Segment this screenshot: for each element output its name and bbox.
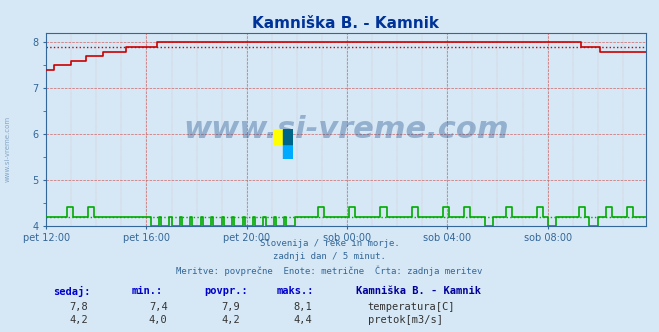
Bar xyxy=(273,129,283,144)
Title: Kamniška B. - Kamnik: Kamniška B. - Kamnik xyxy=(252,16,440,31)
Text: Meritve: povprečne  Enote: metrične  Črta: zadnja meritev: Meritve: povprečne Enote: metrične Črta:… xyxy=(177,266,482,276)
Text: 7,9: 7,9 xyxy=(221,302,240,312)
Text: 8,1: 8,1 xyxy=(294,302,312,312)
Text: 4,0: 4,0 xyxy=(149,315,167,325)
Text: zadnji dan / 5 minut.: zadnji dan / 5 minut. xyxy=(273,252,386,261)
Text: Kamniška B. - Kamnik: Kamniška B. - Kamnik xyxy=(356,286,481,295)
Text: Slovenija / reke in morje.: Slovenija / reke in morje. xyxy=(260,239,399,248)
Text: 7,8: 7,8 xyxy=(70,302,88,312)
Text: www.si-vreme.com: www.si-vreme.com xyxy=(183,115,509,144)
Text: temperatura[C]: temperatura[C] xyxy=(368,302,455,312)
Text: povpr.:: povpr.: xyxy=(204,286,248,295)
Bar xyxy=(283,144,293,159)
Text: pretok[m3/s]: pretok[m3/s] xyxy=(368,315,443,325)
Text: min.:: min.: xyxy=(132,286,163,295)
Text: www.si-vreme.com: www.si-vreme.com xyxy=(5,116,11,183)
Text: 4,4: 4,4 xyxy=(294,315,312,325)
Text: maks.:: maks.: xyxy=(277,286,314,295)
Text: 4,2: 4,2 xyxy=(221,315,240,325)
Text: 4,2: 4,2 xyxy=(70,315,88,325)
Text: sedaj:: sedaj: xyxy=(53,286,90,296)
Text: 7,4: 7,4 xyxy=(149,302,167,312)
Bar xyxy=(283,129,293,144)
